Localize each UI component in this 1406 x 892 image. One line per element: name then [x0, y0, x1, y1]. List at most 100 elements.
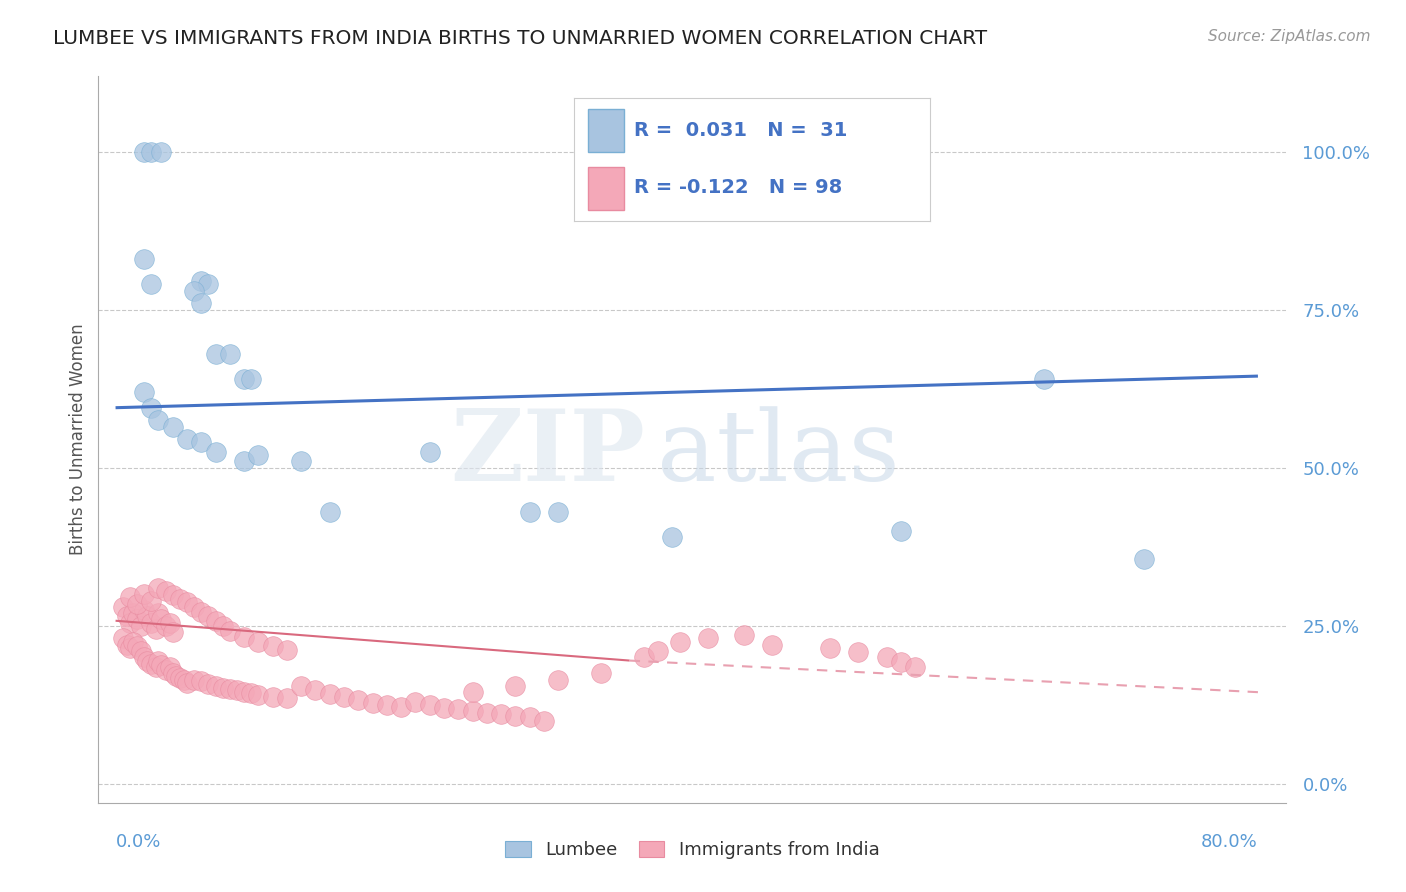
Point	[233, 372, 256, 386]
Point	[633, 650, 655, 665]
Point	[846, 645, 869, 659]
Legend: Lumbee, Immigrants from India: Lumbee, Immigrants from India	[498, 834, 887, 866]
Point	[361, 696, 384, 710]
Text: atlas: atlas	[657, 406, 900, 501]
Point	[155, 663, 177, 677]
Point	[1132, 552, 1154, 566]
Point	[190, 274, 212, 288]
Point	[218, 624, 240, 638]
Point	[159, 615, 181, 630]
Point	[262, 690, 284, 704]
Point	[389, 699, 412, 714]
Point	[150, 658, 173, 673]
Point	[233, 454, 256, 468]
Point	[136, 609, 159, 624]
Point	[150, 612, 173, 626]
Point	[141, 277, 163, 292]
Point	[118, 640, 141, 655]
Point	[115, 638, 138, 652]
Point	[276, 691, 298, 706]
Point	[155, 619, 177, 633]
Point	[211, 681, 233, 695]
Point	[197, 609, 219, 624]
Point	[121, 606, 143, 620]
Point	[204, 347, 226, 361]
Point	[247, 448, 270, 462]
Point	[304, 683, 326, 698]
Point	[125, 639, 148, 653]
Text: Source: ZipAtlas.com: Source: ZipAtlas.com	[1208, 29, 1371, 44]
Point	[150, 145, 173, 159]
Point	[204, 445, 226, 459]
Point	[519, 710, 541, 724]
Point	[319, 505, 342, 519]
Point	[145, 660, 167, 674]
Point	[169, 592, 191, 607]
Point	[204, 614, 226, 628]
Point	[419, 698, 441, 712]
Point	[190, 435, 212, 450]
Point	[141, 401, 163, 415]
Point	[668, 634, 690, 648]
Point	[761, 638, 783, 652]
Point	[190, 674, 212, 689]
Point	[247, 689, 270, 703]
Point	[276, 642, 298, 657]
Point	[818, 640, 841, 655]
Point	[176, 675, 198, 690]
Point	[190, 605, 212, 619]
Point	[233, 630, 256, 644]
Point	[155, 584, 177, 599]
Point	[419, 445, 441, 459]
Point	[647, 644, 669, 658]
Point	[183, 673, 205, 687]
Point	[111, 632, 134, 646]
Point	[148, 413, 170, 427]
Point	[204, 679, 226, 693]
Point	[890, 524, 912, 538]
Point	[447, 702, 470, 716]
Point	[165, 669, 187, 683]
Point	[132, 145, 156, 159]
Point	[290, 454, 312, 468]
Point	[148, 606, 170, 620]
Point	[118, 591, 141, 605]
Text: 0.0%: 0.0%	[115, 833, 160, 851]
Point	[190, 296, 212, 310]
Point	[132, 384, 156, 399]
Point	[226, 683, 249, 698]
Point	[433, 701, 456, 715]
Point	[218, 681, 240, 696]
Point	[290, 679, 312, 693]
Point	[661, 530, 683, 544]
Point	[132, 252, 156, 267]
Point	[141, 145, 163, 159]
Point	[132, 650, 156, 665]
Point	[247, 634, 270, 648]
Point	[121, 634, 143, 648]
Point	[333, 690, 356, 704]
Point	[141, 593, 163, 607]
Point	[148, 654, 170, 668]
Point	[733, 628, 755, 642]
Point	[547, 673, 569, 687]
Point	[197, 677, 219, 691]
Point	[145, 622, 167, 636]
Point	[375, 698, 398, 712]
Point	[1032, 372, 1054, 386]
Point	[347, 693, 370, 707]
Point	[505, 679, 527, 693]
Point	[141, 615, 163, 630]
Point	[461, 704, 484, 718]
Y-axis label: Births to Unmarried Women: Births to Unmarried Women	[69, 324, 87, 555]
Point	[461, 685, 484, 699]
Point	[904, 660, 927, 674]
Point	[118, 615, 141, 630]
Point	[218, 347, 240, 361]
Point	[129, 644, 152, 658]
Point	[240, 372, 263, 386]
Point	[183, 599, 205, 614]
Point	[697, 632, 720, 646]
Point	[132, 587, 156, 601]
Point	[319, 687, 342, 701]
